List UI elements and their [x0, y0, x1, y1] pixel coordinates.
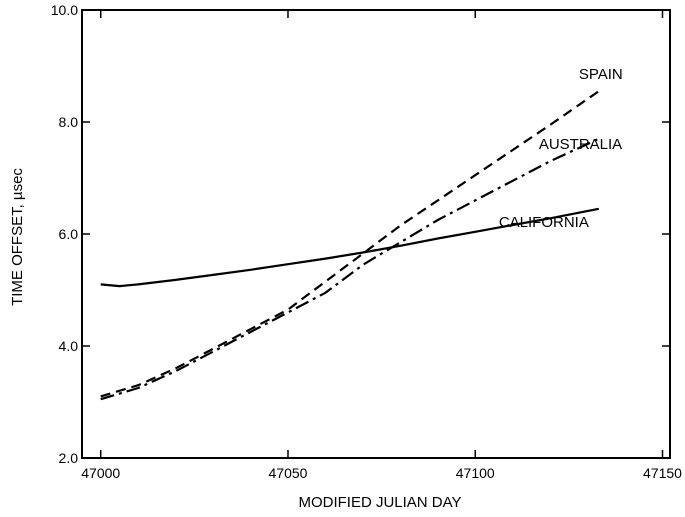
- x-tick-label: 47100: [456, 465, 495, 481]
- x-tick-label: 47150: [643, 465, 682, 481]
- y-tick-label: 6.0: [59, 226, 79, 242]
- y-tick-label: 10.0: [51, 2, 78, 18]
- x-tick-label: 47000: [81, 465, 120, 481]
- y-tick-label: 4.0: [59, 338, 79, 354]
- series-label-australia: AUSTRALIA: [539, 136, 622, 153]
- y-axis-title: TIME OFFSET, µsec: [9, 168, 26, 306]
- y-tick-label: 2.0: [59, 450, 79, 466]
- series-line-spain: [100, 90, 600, 398]
- x-axis-title: MODIFIED JULIAN DAY: [298, 494, 461, 511]
- series-line-australia: [100, 137, 600, 401]
- series-label-spain: SPAIN: [579, 66, 623, 83]
- y-tick-label: 8.0: [59, 114, 79, 130]
- series-line-california: [100, 207, 600, 288]
- x-tick-label: 47050: [269, 465, 308, 481]
- series-label-california: CALIFORNIA: [499, 214, 589, 231]
